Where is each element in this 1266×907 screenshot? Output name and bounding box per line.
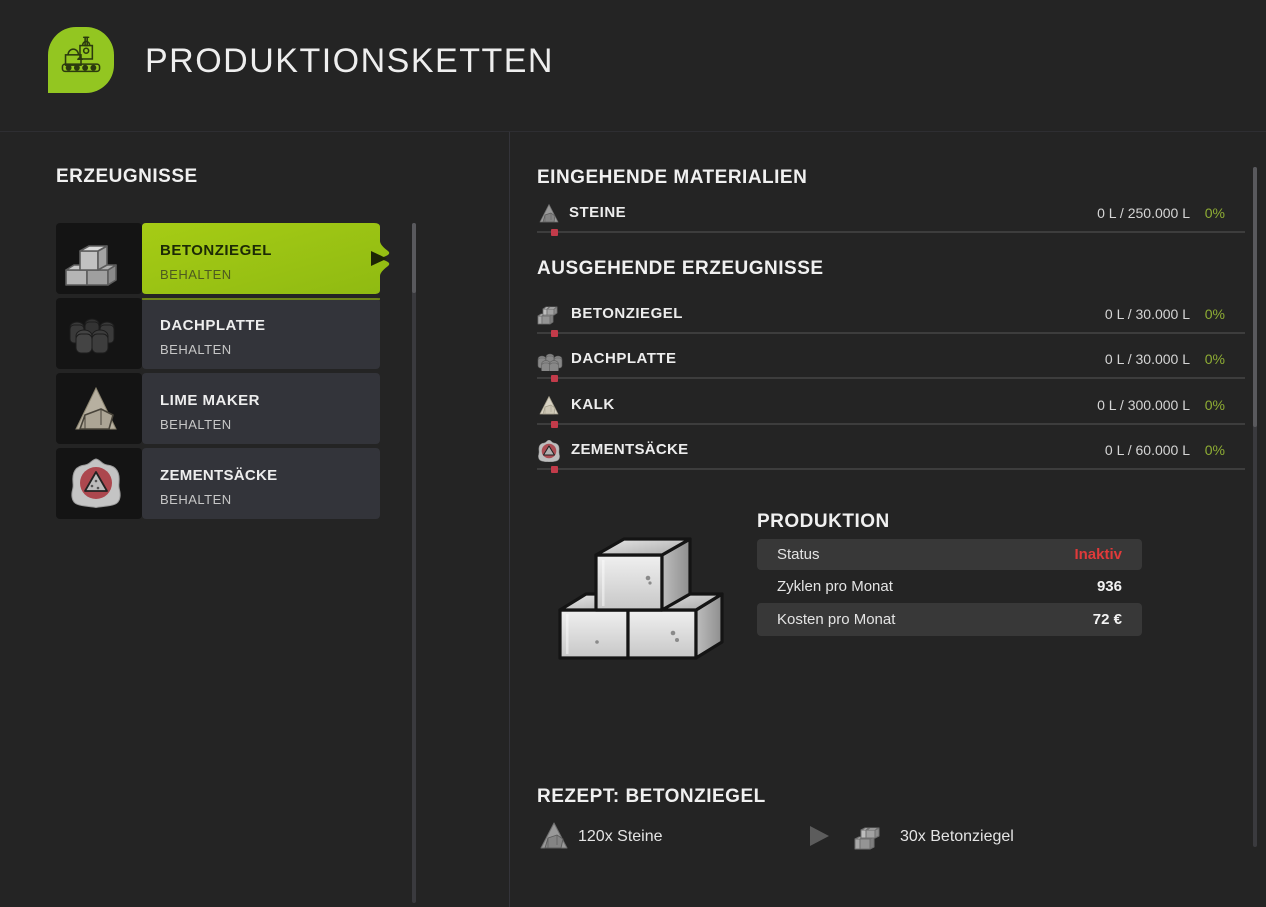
svg-text:BETONZIEGEL: BETONZIEGEL bbox=[160, 242, 272, 259]
svg-text:BEHALTEN: BEHALTEN bbox=[160, 417, 232, 432]
svg-text:BEHALTEN: BEHALTEN bbox=[160, 267, 232, 282]
svg-text:LIME MAKER: LIME MAKER bbox=[160, 392, 260, 409]
svg-text:BEHALTEN: BEHALTEN bbox=[160, 492, 232, 507]
svg-text:DACHPLATTE: DACHPLATTE bbox=[160, 317, 266, 334]
svg-text:ZEMENTSÄCKE: ZEMENTSÄCKE bbox=[160, 467, 277, 484]
svg-text:BEHALTEN: BEHALTEN bbox=[160, 342, 232, 357]
